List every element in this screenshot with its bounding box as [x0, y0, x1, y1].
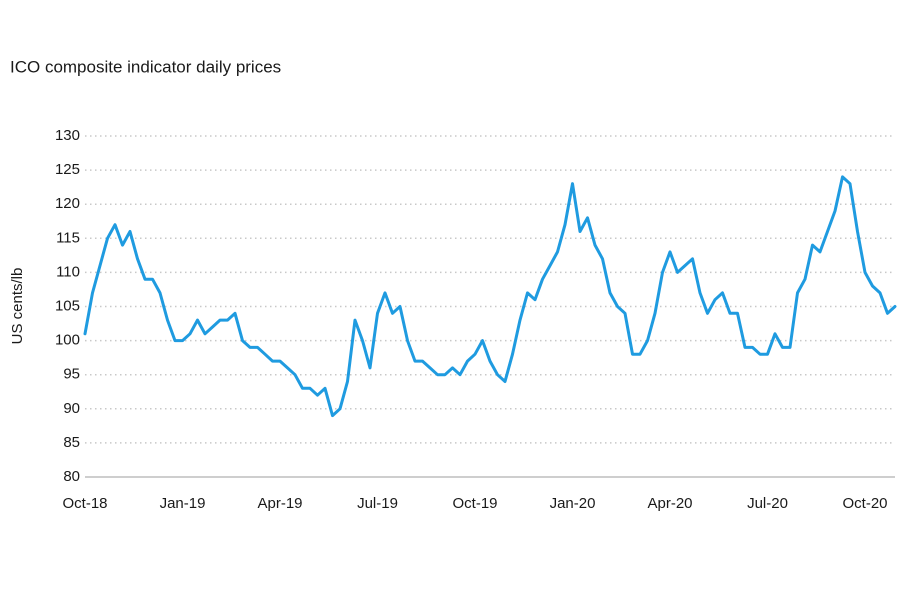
y-tick-label: 100: [55, 332, 80, 349]
y-tick-label: 90: [63, 400, 80, 417]
x-tick-label: Jul-20: [747, 495, 788, 512]
y-tick-label: 110: [56, 263, 80, 280]
x-tick-label: Oct-20: [842, 495, 887, 512]
y-tick-label: 130: [55, 127, 80, 144]
price-line: [83, 175, 897, 418]
y-tick-label: 95: [63, 366, 80, 383]
x-tick-label: Apr-20: [647, 495, 692, 512]
y-tick-label: 115: [56, 229, 80, 246]
x-tick-label: Jul-19: [357, 495, 398, 512]
y-tick-label: 80: [63, 468, 80, 485]
y-tick-label: 85: [63, 434, 80, 451]
x-tick-label: Apr-19: [257, 495, 302, 512]
x-tick-label: Oct-18: [62, 495, 107, 512]
y-tick-label: 125: [55, 161, 80, 178]
x-tick-label: Jan-20: [550, 495, 596, 512]
y-axis-label: US cents/lb: [9, 268, 26, 345]
x-tick-label: Oct-19: [452, 495, 497, 512]
chart-title: ICO composite indicator daily prices: [10, 57, 281, 76]
x-tick-label: Jan-19: [160, 495, 206, 512]
y-tick-label: 105: [55, 297, 80, 314]
y-tick-label: 120: [55, 195, 80, 212]
